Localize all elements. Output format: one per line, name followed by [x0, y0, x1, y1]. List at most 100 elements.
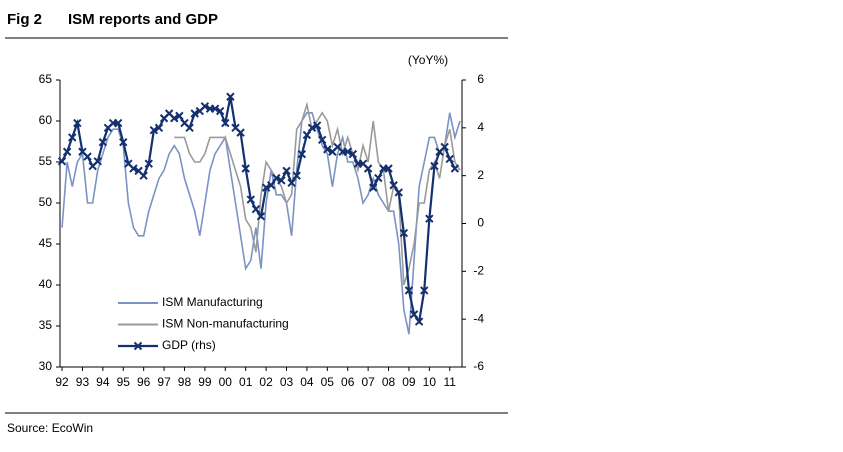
marker	[404, 286, 414, 295]
marker	[363, 164, 373, 173]
marker	[450, 164, 460, 173]
marker	[425, 214, 434, 223]
marker	[139, 171, 148, 180]
marker	[343, 147, 352, 156]
marker	[251, 204, 261, 214]
y-tick-label: 30	[39, 359, 53, 373]
y-tick-label: 55	[39, 154, 53, 168]
x-tick-label: 06	[341, 375, 355, 389]
marker	[129, 164, 138, 173]
legend-label: GDP (rhs)	[162, 338, 216, 352]
x-tick-label: 10	[423, 375, 437, 389]
legend-marker	[133, 341, 143, 351]
marker	[98, 137, 108, 147]
marker	[369, 183, 378, 192]
marker	[261, 183, 271, 192]
marker	[200, 102, 210, 111]
marker	[221, 118, 230, 128]
x-tick-label: 05	[321, 375, 335, 389]
marker	[73, 118, 82, 128]
marker	[236, 128, 245, 137]
x-tick-label: 09	[402, 375, 416, 389]
source: Source: EcoWin	[7, 421, 93, 435]
marker	[389, 181, 398, 190]
marker	[83, 152, 92, 161]
y-tick-label: 35	[39, 318, 53, 332]
y-tick-label: 60	[39, 113, 53, 127]
y-tick-label: 40	[39, 277, 53, 291]
y2-tick-label: -6	[473, 359, 484, 373]
x-tick-label: 97	[157, 375, 171, 389]
marker	[348, 149, 358, 159]
x-tick-label: 98	[178, 375, 192, 389]
marker	[175, 111, 184, 121]
legend-label: ISM Non-manufacturing	[162, 317, 289, 331]
marker	[241, 164, 250, 173]
marker	[414, 317, 424, 326]
x-tick-label: 93	[76, 375, 90, 389]
marker	[185, 123, 194, 133]
series-line	[174, 101, 461, 286]
x-tick-label: 08	[382, 375, 396, 389]
y2-tick-label: -4	[473, 311, 484, 325]
marker	[190, 109, 199, 118]
series-line	[61, 96, 456, 325]
x-tick-label: 04	[300, 375, 314, 389]
x-tick-label: 11	[444, 375, 457, 389]
x-tick-label: 95	[117, 375, 131, 389]
x-tick-label: 92	[55, 375, 69, 389]
x-tick-label: 01	[239, 375, 253, 389]
legend-label: ISM Manufacturing	[162, 295, 263, 309]
marker	[394, 188, 403, 197]
y-tick-label: 50	[39, 195, 53, 209]
x-tick-label: 94	[96, 375, 110, 389]
marker	[282, 166, 291, 176]
marker	[170, 114, 179, 123]
marker	[62, 147, 72, 156]
x-tick-label: 99	[198, 375, 212, 389]
x-tick-label: 07	[361, 375, 375, 389]
series-line	[61, 112, 461, 335]
marker	[445, 154, 454, 164]
marker	[318, 135, 327, 144]
marker	[323, 145, 332, 154]
marker	[272, 173, 281, 183]
marker	[292, 171, 301, 180]
y-tick-label: 45	[39, 236, 53, 250]
y-tick-label: 65	[39, 72, 53, 86]
marker	[149, 126, 159, 135]
x-tick-label: 00	[219, 375, 233, 389]
marker	[409, 310, 419, 319]
marker	[420, 286, 429, 295]
y2-axis-label: (YoY%)	[408, 53, 448, 67]
marker	[302, 130, 312, 140]
marker	[119, 137, 128, 147]
y2-tick-label: -2	[473, 264, 484, 278]
marker	[374, 173, 383, 183]
marker	[93, 157, 102, 166]
marker	[287, 178, 296, 188]
chart-title: ISM reports and GDP	[68, 11, 218, 28]
marker	[256, 212, 266, 221]
marker	[113, 118, 123, 128]
x-tick-label: 02	[259, 375, 273, 389]
marker	[210, 104, 220, 113]
marker	[384, 164, 393, 173]
x-tick-label: 03	[280, 375, 294, 389]
marker	[226, 92, 235, 101]
marker	[266, 181, 276, 190]
figure-label: Fig 2	[7, 11, 42, 28]
marker	[440, 142, 449, 152]
marker	[57, 157, 67, 166]
marker	[297, 149, 307, 159]
marker	[246, 195, 256, 204]
marker	[312, 121, 322, 130]
x-tick-label: 96	[137, 375, 151, 389]
y2-tick-label: 2	[477, 168, 484, 182]
marker	[399, 228, 409, 238]
marker	[154, 123, 164, 133]
y2-tick-label: 0	[477, 216, 484, 230]
marker	[307, 123, 317, 133]
marker	[144, 159, 153, 168]
